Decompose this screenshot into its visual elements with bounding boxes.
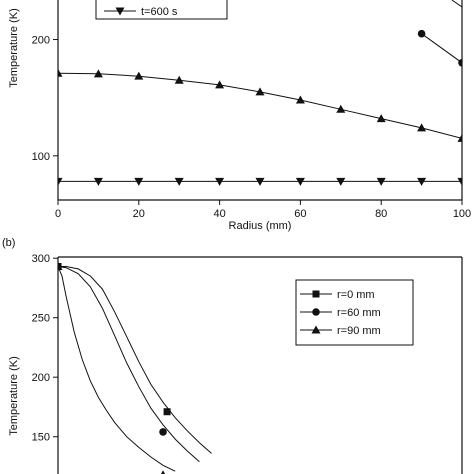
panel-a-series-2-point (215, 177, 225, 186)
panel-b-legend-marker (312, 290, 320, 298)
panel-a-series-1-point (336, 104, 346, 113)
panel-a-series-2-point (174, 177, 184, 186)
panel-a-series-1-point (58, 68, 63, 77)
panel-a-series-line-3 (451, 0, 462, 8)
panel-a-y-axis-label: Temperature (K) (8, 8, 20, 87)
panel-a-series-0-point (417, 29, 426, 38)
panel-b-y-tick-label: 150 (32, 432, 50, 444)
panel-b-plot-area (58, 262, 212, 474)
panel-a-x-axis-label: Radius (mm) (229, 220, 292, 232)
panel-a-series-2-point (255, 177, 265, 186)
panel-a-series-2-point (336, 177, 346, 186)
panel-a-series-2-point (134, 177, 144, 186)
panel-b-legend-label: r=90 mm (337, 325, 381, 337)
panel-a-legend-label: t=600 s (141, 6, 178, 18)
panel-a-series-1-point (93, 69, 103, 78)
panel-a-series-line-0 (421, 33, 462, 64)
panel-b-series-0-point (163, 408, 171, 416)
panel-a-legend-marker (115, 7, 125, 16)
panel-b-series-2-point (160, 470, 166, 474)
panel-a-series-2-point (93, 177, 103, 186)
panel-a-series-1-point (174, 75, 184, 84)
panel-b-series-2-point (58, 262, 63, 271)
panel-a-series-1-point (134, 71, 144, 80)
panel-a-x-tick-label: 80 (375, 208, 387, 220)
panel-b-legend-marker (312, 308, 320, 316)
panel-a-x-tick-label: 40 (213, 208, 225, 220)
panel-a-series-1-point (376, 114, 386, 123)
panel-a-series-0-point (458, 58, 462, 67)
panel-a-plot-area (58, 0, 462, 186)
panel-b-series-line-0 (58, 266, 212, 454)
panel-a-legend: t=600 s (95, 0, 228, 20)
panel-b-legend-label: r=60 mm (337, 307, 381, 319)
panel-a-series-2-point (417, 177, 427, 186)
panel-b-series-line-1 (58, 266, 200, 463)
panel-a-series-line-1 (58, 72, 462, 139)
panel-a-x-tick-label: 0 (55, 208, 61, 220)
chart-panel-a: t=600 s 100 200 0 20 40 60 80 100 Radius (mm) T… (8, 0, 471, 232)
panel-a-axes: 100 200 0 20 40 60 80 100 (32, 0, 471, 220)
panel-b-series-line-2 (58, 266, 176, 472)
panel-b-y-axis-label: Temperature (K) (8, 356, 20, 435)
panel-a-series-1-point (457, 133, 462, 142)
panel-a-legend-box (95, 0, 228, 20)
panel-b-legend-label: r=0 mm (337, 289, 375, 301)
panel-a-series-1-point (215, 80, 225, 89)
panel-a-y-tick-label: 100 (32, 151, 50, 163)
panel-a-series-2-point (58, 177, 63, 186)
panel-a-x-tick-label: 60 (294, 208, 306, 220)
panel-b-y-tick-label: 300 (32, 253, 50, 265)
panel-b-axes: 300 250 200 150 (32, 253, 463, 474)
panel-b-y-tick-label: 200 (32, 372, 50, 384)
panel-a-series-2-point (457, 177, 462, 186)
panel-a-series-2-point (376, 177, 386, 186)
panel-a-x-tick-label: 20 (133, 208, 145, 220)
panel-b-legend: r=0 mm r=60 mm r=90 mm (295, 279, 414, 346)
panel-b-series-1-point (159, 428, 167, 436)
panel-a-series-1-point (255, 87, 265, 96)
panel-b-label: (b) (2, 237, 15, 249)
chart-panel-b: (b) r=0 mm r=60 mm r=90 mm 300 250 200 150 Te… (2, 237, 463, 474)
panel-a-series-2-point (295, 177, 305, 186)
panel-a-x-tick-label: 100 (453, 208, 471, 220)
panel-b-y-tick-label: 250 (32, 313, 50, 325)
panel-a-y-tick-label: 200 (32, 35, 50, 47)
panel-b-legend-marker (311, 325, 321, 334)
panel-a-series-1-point (295, 95, 305, 104)
panel-a-series-1-point (417, 123, 427, 132)
